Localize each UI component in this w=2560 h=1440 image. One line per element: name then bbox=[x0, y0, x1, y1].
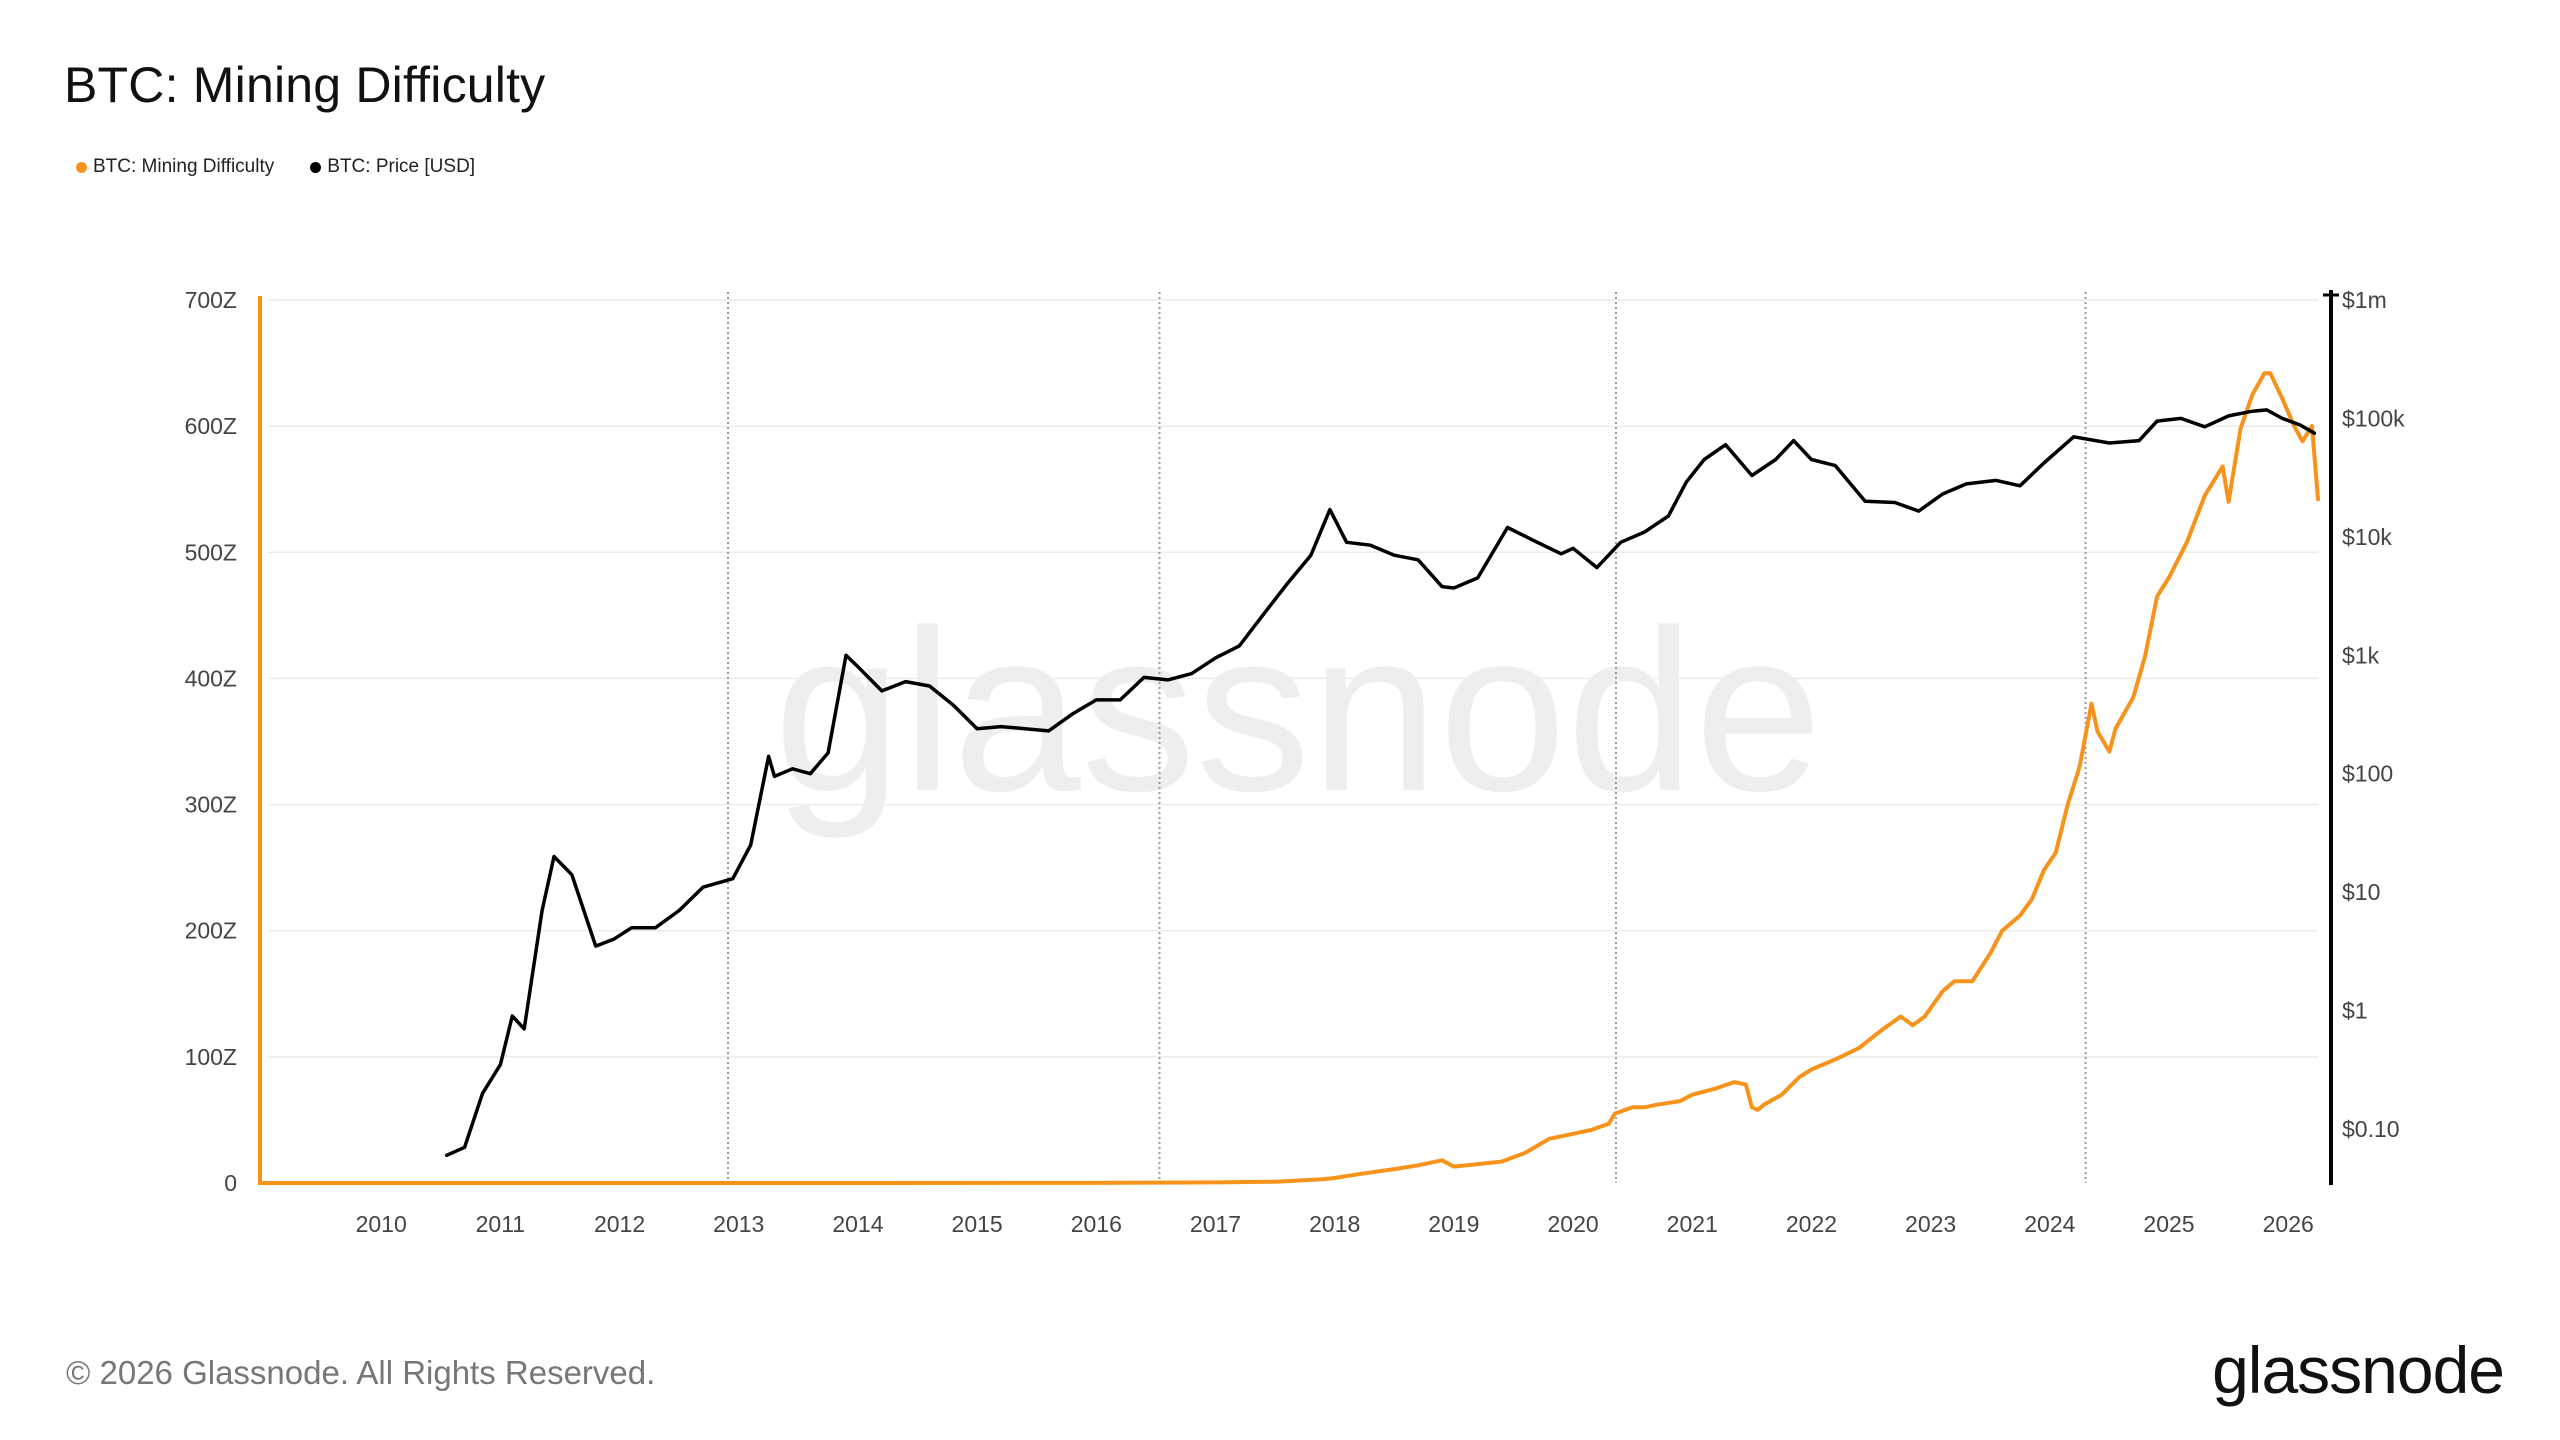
left-axis-tick-label: 400Z bbox=[185, 665, 237, 691]
glassnode-logo: glassnode bbox=[2212, 1333, 2505, 1407]
right-axis-tick-label: $1m bbox=[2342, 287, 2387, 313]
legend: BTC: Mining Difficulty BTC: Price [USD] bbox=[76, 156, 475, 178]
right-axis-tick-label: $1k bbox=[2342, 642, 2380, 668]
left-axis-tick-label: 700Z bbox=[185, 287, 237, 313]
legend-item-price[interactable]: BTC: Price [USD] bbox=[310, 156, 475, 178]
x-axis-tick-label: 2011 bbox=[476, 1211, 525, 1237]
x-axis-tick-label: 2021 bbox=[1667, 1211, 1718, 1237]
copyright-footer: © 2026 Glassnode. All Rights Reserved. bbox=[66, 1354, 656, 1391]
left-axis-tick-label: 500Z bbox=[185, 539, 237, 565]
chart-title: BTC: Mining Difficulty bbox=[64, 57, 546, 113]
legend-label-price: BTC: Price [USD] bbox=[327, 156, 476, 177]
x-axis-tick-label: 2013 bbox=[713, 1211, 764, 1237]
x-axis-tick-label: 2016 bbox=[1071, 1211, 1122, 1237]
x-axis-tick-label: 2019 bbox=[1428, 1211, 1479, 1237]
difficulty-series-line bbox=[260, 371, 2320, 1185]
x-axis-tick-label: 2020 bbox=[1547, 1211, 1598, 1237]
left-axis-tick-label: 0 bbox=[224, 1170, 237, 1196]
right-axis-tick-label: $0.10 bbox=[2342, 1116, 2400, 1142]
x-axis-tick-label: 2023 bbox=[1905, 1211, 1956, 1237]
right-axis-tick-label: $1 bbox=[2342, 998, 2368, 1024]
x-axis-tick-label: 2012 bbox=[594, 1211, 645, 1237]
series-layer bbox=[260, 371, 2320, 1185]
right-axis-tick-label: $100k bbox=[2342, 405, 2405, 431]
price-series-line bbox=[444, 408, 2317, 1158]
legend-dot-difficulty bbox=[76, 161, 87, 173]
x-axis-tick-label: 2024 bbox=[2024, 1211, 2075, 1237]
right-axis-tick-label: $10 bbox=[2342, 879, 2380, 905]
x-axis-tick-label: 2025 bbox=[2143, 1211, 2194, 1237]
legend-label-difficulty: BTC: Mining Difficulty bbox=[93, 156, 275, 177]
x-axis-tick-label: 2010 bbox=[356, 1211, 407, 1237]
left-axis-tick-label: 600Z bbox=[185, 413, 237, 439]
x-axis-tick-label: 2014 bbox=[832, 1211, 883, 1237]
legend-dot-price bbox=[310, 161, 322, 173]
x-axis-tick-label: 2022 bbox=[1786, 1211, 1837, 1237]
left-axis-tick-label: 100Z bbox=[185, 1044, 237, 1070]
x-axis-tick-label: 2026 bbox=[2263, 1211, 2314, 1237]
legend-item-difficulty[interactable]: BTC: Mining Difficulty bbox=[76, 156, 274, 178]
left-axis-tick-label: 200Z bbox=[185, 918, 237, 944]
axes: 0 100Z 200Z 300Z 400Z 500Z 600Z 700Z $0.10 $1 $10 $… bbox=[185, 287, 2406, 1237]
grid-layer bbox=[268, 299, 2318, 1058]
right-axis-tick-label: $100 bbox=[2342, 761, 2393, 787]
x-axis-tick-label: 2017 bbox=[1190, 1211, 1241, 1237]
right-axis-tick-label: $10k bbox=[2342, 524, 2392, 550]
x-axis-tick-label: 2015 bbox=[952, 1211, 1003, 1237]
x-axis-tick-label: 2018 bbox=[1309, 1211, 1360, 1237]
watermark: glassnode bbox=[774, 582, 1823, 839]
left-axis-tick-label: 300Z bbox=[185, 792, 237, 818]
